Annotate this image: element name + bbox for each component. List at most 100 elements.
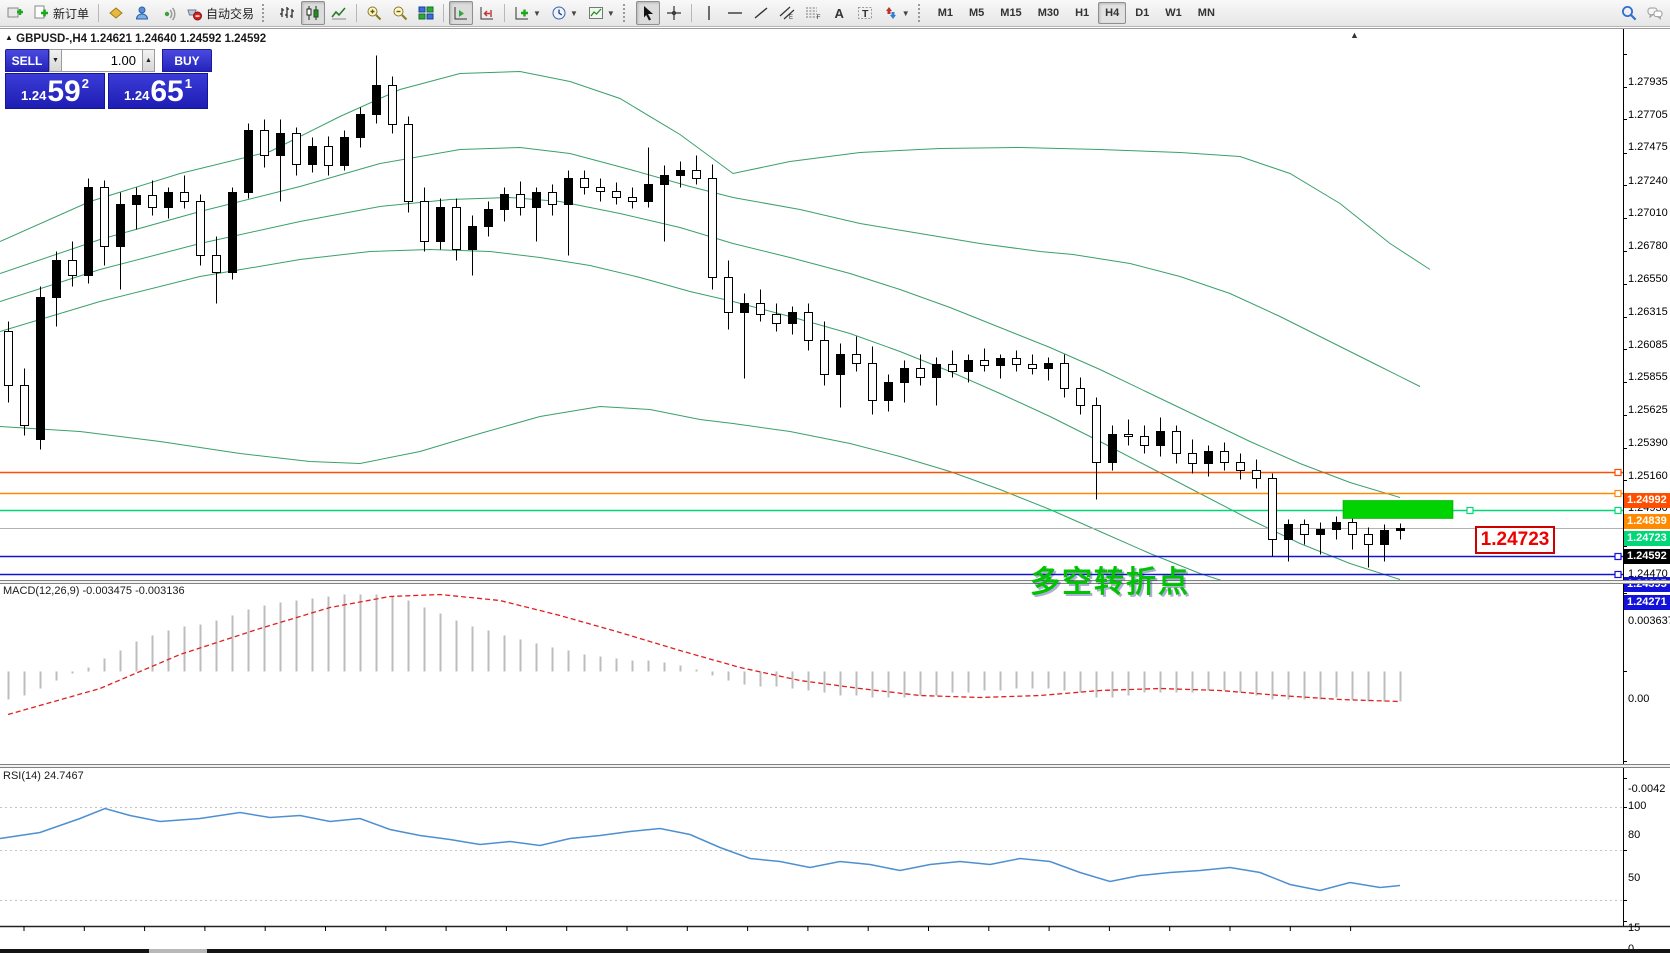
trendline-button[interactable] xyxy=(749,1,773,25)
buy-price-big: 65 xyxy=(150,75,184,108)
market-watch-icon xyxy=(108,5,124,21)
chevron-down-icon[interactable]: ▼ xyxy=(533,8,541,18)
templates-icon xyxy=(588,5,604,21)
zoom-out-icon xyxy=(392,5,408,21)
candlestick-chart-icon xyxy=(305,5,321,21)
toolbar-separator xyxy=(690,4,692,22)
new-order-button-label: 新订单 xyxy=(53,6,90,21)
toolbar-grip[interactable] xyxy=(622,4,632,22)
volume-decrease-button[interactable]: ▼ xyxy=(49,49,62,72)
line-chart-button[interactable] xyxy=(327,1,351,25)
horizontal-line-icon xyxy=(727,5,743,21)
auto-scroll-icon xyxy=(453,5,469,21)
channel-button[interactable]: E xyxy=(775,1,799,25)
toolbar-grip[interactable] xyxy=(917,4,927,22)
timeframe-group: M1 M5 M15 M30 H1 H4 D1 W1 MN xyxy=(930,0,1223,26)
price-callout[interactable]: 1.24723 xyxy=(1475,525,1555,554)
auto-trading-button-label: 自动交易 xyxy=(206,6,255,21)
chevron-down-icon[interactable]: ▼ xyxy=(606,8,615,18)
zoom-in-button[interactable] xyxy=(362,1,386,25)
crosshair-button[interactable] xyxy=(662,1,686,25)
templates-button[interactable]: ▼ xyxy=(584,1,619,25)
alerts-button[interactable] xyxy=(156,1,180,25)
chart-title: ▲ GBPUSD-,H4 1.24621 1.24640 1.24592 1.2… xyxy=(5,33,266,45)
volume-increase-button[interactable]: ▲ xyxy=(142,49,155,72)
fibonacci-button[interactable]: F xyxy=(801,1,825,25)
file-group: 新订单 xyxy=(2,0,94,26)
tf-h4-button[interactable]: H4 xyxy=(1098,2,1127,24)
tf-m5-button[interactable]: M5 xyxy=(969,7,985,19)
new-order-button[interactable]: 新订单 xyxy=(29,1,93,25)
chart-shift-button[interactable] xyxy=(475,1,499,25)
horizontal-line-button[interactable] xyxy=(723,1,747,25)
vertical-line-button[interactable] xyxy=(697,1,721,25)
label-button[interactable]: T xyxy=(853,1,877,25)
label-icon: T xyxy=(857,5,873,21)
chevron-down-icon[interactable]: ▼ xyxy=(901,8,910,18)
market-watch-button[interactable] xyxy=(104,1,128,25)
price-tick-label: 1.27935 xyxy=(1628,75,1668,88)
sell-price-prefix: 1.24 xyxy=(21,88,47,103)
tf-h1-button[interactable]: H1 xyxy=(1075,7,1090,19)
price-tag-label: 1.24395 xyxy=(1624,576,1670,592)
periods-button[interactable]: ▼ xyxy=(547,1,582,25)
text-button[interactable]: A xyxy=(827,1,851,25)
buy-price[interactable]: 1.24 65 1 xyxy=(108,73,208,109)
indicators-button[interactable]: ▼ xyxy=(510,1,545,25)
line-chart-icon xyxy=(331,5,347,21)
chart-shift-icon xyxy=(479,5,495,21)
symbol-search-button[interactable] xyxy=(1617,1,1641,25)
zoom-group xyxy=(361,0,439,26)
price-tag-label: 1.24592 xyxy=(1624,548,1670,564)
tf-mn-button[interactable]: MN xyxy=(1197,7,1215,19)
zoom-out-button[interactable] xyxy=(388,1,412,25)
rsi-splitter[interactable] xyxy=(0,764,1670,768)
scrollbar-thumb[interactable] xyxy=(149,949,207,953)
tf-d1-button[interactable]: D1 xyxy=(1135,7,1150,19)
new-chart-button[interactable] xyxy=(3,1,27,25)
tf-w1-button[interactable]: W1 xyxy=(1165,7,1182,19)
arrows-button[interactable]: ▼ xyxy=(879,1,914,25)
tf-m1-button[interactable]: M1 xyxy=(937,7,953,19)
tf-m30-button[interactable]: M30 xyxy=(1037,7,1060,19)
horizontal-scrollbar[interactable] xyxy=(0,949,1670,953)
data-window-button[interactable] xyxy=(130,1,154,25)
sell-button[interactable]: SELL xyxy=(5,49,49,72)
scroll-to-end-icon[interactable]: ▲ xyxy=(1350,30,1359,40)
candlestick-chart-button[interactable] xyxy=(301,1,326,25)
price-tag-label: 1.24992 xyxy=(1624,492,1670,508)
tf-m15-button[interactable]: M15 xyxy=(1000,7,1022,19)
chart-plot[interactable] xyxy=(0,29,1670,953)
chevron-down-icon[interactable]: ▼ xyxy=(569,8,578,18)
volume-input[interactable] xyxy=(62,49,142,72)
buy-price-sup: 1 xyxy=(184,76,192,91)
price-tick-label: 1.26780 xyxy=(1628,239,1668,252)
cursor-button[interactable] xyxy=(635,1,660,25)
toolbar-separator xyxy=(504,4,506,22)
periods-icon xyxy=(551,5,567,21)
service-group: 自动交易 xyxy=(103,0,259,26)
trendline-icon xyxy=(753,5,769,21)
price-tick-label: 1.27240 xyxy=(1628,174,1668,187)
one-click-toggle-icon[interactable]: ▲ xyxy=(5,33,13,42)
auto-scroll-button[interactable] xyxy=(449,1,474,25)
buy-button[interactable]: BUY xyxy=(162,49,212,72)
toolbar-grip[interactable] xyxy=(262,4,271,22)
price-tick-label: 1.25390 xyxy=(1628,436,1668,449)
price-tick-label: 1.26550 xyxy=(1628,272,1668,285)
rsi-tick-label: 100 xyxy=(1628,799,1647,812)
rsi-label: RSI(14) 24.7467 xyxy=(3,770,84,782)
tile-windows-button[interactable] xyxy=(414,1,438,25)
sell-price[interactable]: 1.24 59 2 xyxy=(5,73,105,109)
new-chart-icon xyxy=(7,5,23,21)
macd-splitter[interactable] xyxy=(0,580,1670,584)
svg-text:A: A xyxy=(834,6,844,21)
symbol-period-label: GBPUSD-,H4 xyxy=(16,33,88,45)
chat-button[interactable] xyxy=(1643,1,1667,25)
price-tag-label: 1.24271 xyxy=(1624,594,1670,610)
trend-annotation[interactable]: 多空转折点 xyxy=(1030,565,1190,599)
auto-trading-button[interactable]: 自动交易 xyxy=(182,1,258,25)
crosshair-icon xyxy=(666,5,682,21)
price-tick-label: 1.25625 xyxy=(1628,403,1668,416)
bar-chart-button[interactable] xyxy=(275,1,299,25)
